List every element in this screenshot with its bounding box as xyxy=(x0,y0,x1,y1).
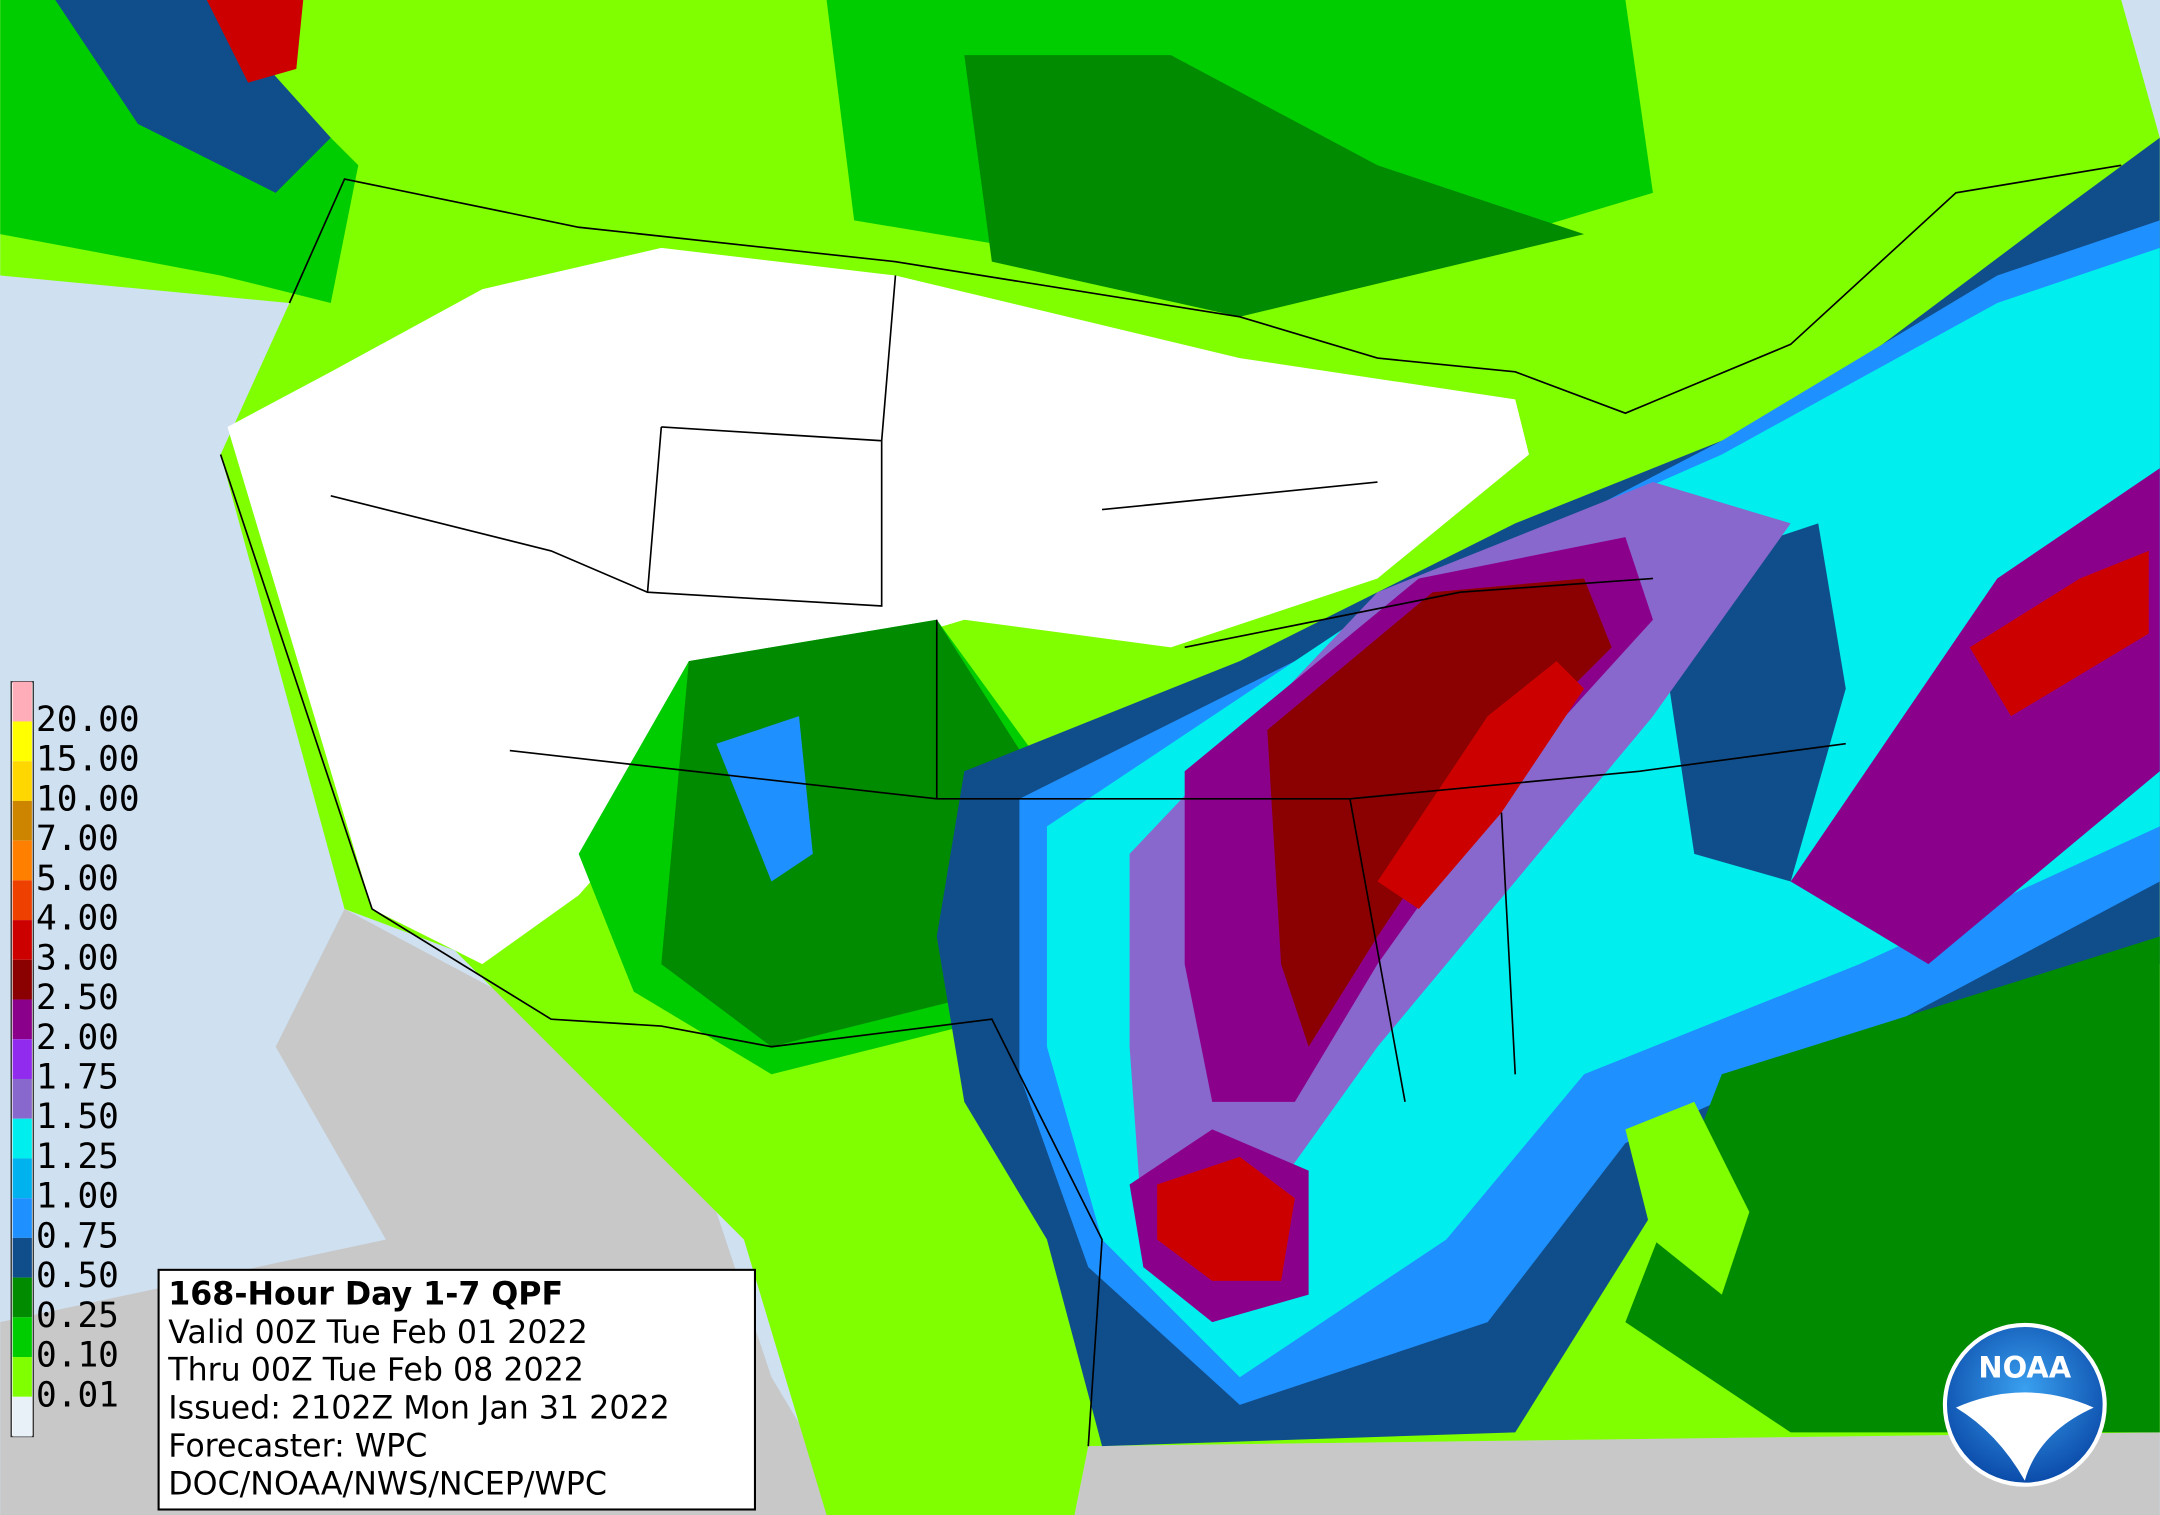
legend-label: 4.00 xyxy=(36,899,119,939)
info-box: 168-Hour Day 1-7 QPF Valid 00Z Tue Feb 0… xyxy=(157,1268,756,1511)
info-line: Issued: 2102Z Mon Jan 31 2022 xyxy=(168,1391,670,1427)
legend-swatch xyxy=(12,840,32,881)
info-line: Forecaster: WPC xyxy=(168,1428,427,1464)
legend-swatch xyxy=(12,1396,32,1437)
border xyxy=(288,164,2122,415)
legend-swatch xyxy=(12,1317,32,1358)
legend-swatch xyxy=(12,1237,32,1278)
info-line: Valid 00Z Tue Feb 01 2022 xyxy=(168,1315,588,1351)
legend-label: 1.75 xyxy=(36,1057,119,1097)
precip-0-01 xyxy=(1625,1101,1750,1295)
info-title: 168-Hour Day 1-7 QPF xyxy=(168,1276,563,1312)
legend-swatch xyxy=(12,681,32,722)
legend-swatch xyxy=(12,1118,32,1159)
precip-0-25 xyxy=(964,55,1585,317)
legend-label: 15.00 xyxy=(36,740,140,780)
logo-gull xyxy=(1955,1392,2094,1481)
legend-label: 2.50 xyxy=(36,978,119,1018)
legend-label: 3.00 xyxy=(36,938,119,978)
info-line: DOC/NOAA/NWS/NCEP/WPC xyxy=(168,1466,607,1502)
legend-label: 1.25 xyxy=(36,1137,119,1177)
legend-swatch xyxy=(12,959,32,1000)
legend-label: 10.00 xyxy=(36,779,140,819)
logo-text: NOAA xyxy=(1978,1350,2071,1384)
precip-3-00 xyxy=(1157,1156,1295,1281)
precip-0-25 xyxy=(1625,936,2160,1433)
legend-label: 2.00 xyxy=(36,1018,119,1058)
legend-swatch xyxy=(12,880,32,921)
legend-swatch xyxy=(12,800,32,841)
border xyxy=(330,275,1846,1102)
info-line: Thru 00Z Tue Feb 08 2022 xyxy=(167,1353,584,1389)
legend-label: 5.00 xyxy=(36,859,119,899)
legend-swatch xyxy=(12,1198,32,1238)
legend-label: 0.01 xyxy=(36,1375,119,1415)
legend-label: 0.75 xyxy=(36,1216,119,1256)
legend-swatch xyxy=(12,761,32,801)
legend-label: 1.50 xyxy=(36,1097,119,1137)
precip-3-00 xyxy=(1969,550,2149,717)
legend-swatch xyxy=(12,1158,32,1199)
legend-label: 1.00 xyxy=(36,1177,119,1217)
precip-3-00 xyxy=(206,0,304,83)
no-data-land xyxy=(1074,1432,2160,1515)
legend-label: 0.50 xyxy=(36,1256,119,1296)
info-frame xyxy=(157,1268,756,1511)
precip-0-50 xyxy=(55,0,331,193)
legend-swatch xyxy=(12,999,32,1040)
legend-swatch xyxy=(12,1078,32,1119)
noaa-logo: NOAA xyxy=(1942,1322,2107,1487)
legend-label: 7.00 xyxy=(36,819,119,859)
border xyxy=(219,454,1103,1447)
precip-0-75 xyxy=(716,716,813,882)
legend-swatch xyxy=(12,1357,32,1397)
legend-label: 20.00 xyxy=(36,700,140,740)
precip-3-00 xyxy=(1377,661,1585,909)
legend-label: 0.10 xyxy=(36,1336,119,1376)
legend-swatch xyxy=(12,721,32,762)
legend-label: 0.25 xyxy=(36,1296,119,1336)
legend-swatch xyxy=(12,920,32,960)
legend-swatch xyxy=(12,1277,32,1318)
legend-swatch xyxy=(12,1039,32,1079)
legend: 20.0015.0010.007.005.004.003.002.502.001… xyxy=(10,681,140,1438)
